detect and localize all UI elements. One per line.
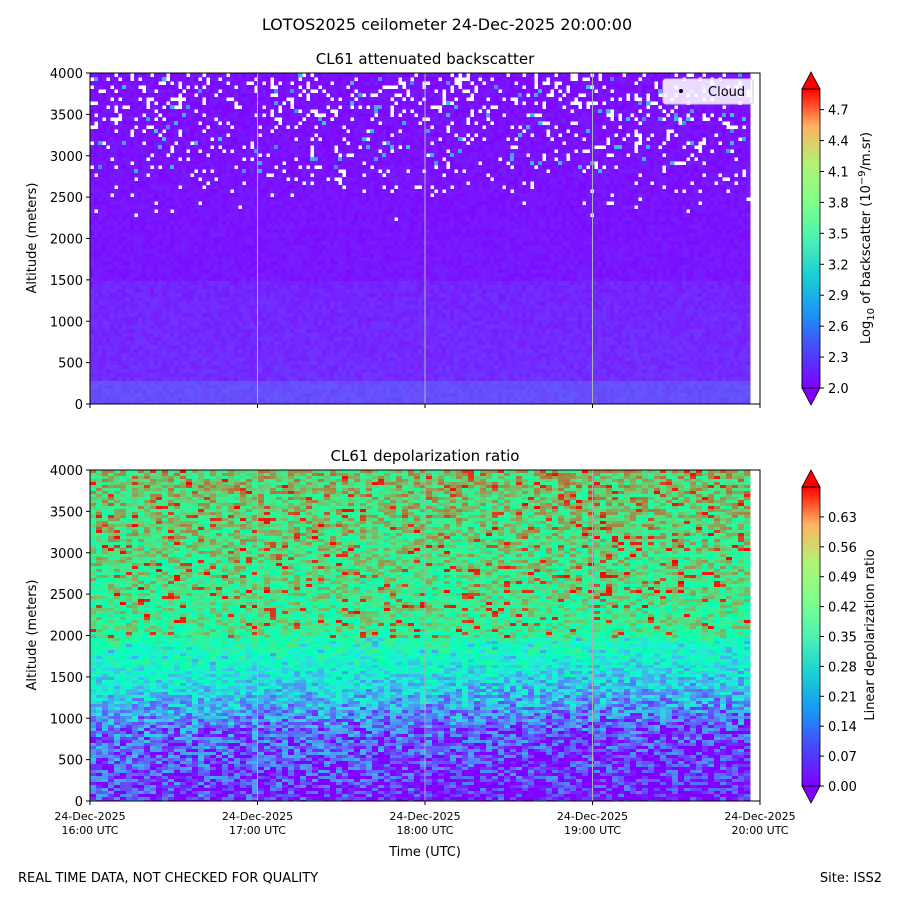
colorbar-tick-label: 0.42 bbox=[828, 601, 857, 616]
legend-cloud-label: Cloud bbox=[708, 85, 745, 100]
depolarization-colorbar-min-arrow bbox=[801, 785, 821, 804]
backscatter-gridlines bbox=[257, 73, 593, 404]
y-tick-label: 1500 bbox=[50, 274, 83, 289]
backscatter-colorbar bbox=[802, 89, 820, 388]
colorbar-tick-label: 0.00 bbox=[828, 780, 857, 795]
colorbar-tick-label: 2.3 bbox=[828, 351, 849, 366]
x-tick-time: 20:00 UTC bbox=[731, 824, 788, 837]
colorbar-tick-label: 3.8 bbox=[828, 196, 849, 211]
backscatter-colorbar-min-arrow bbox=[801, 387, 821, 406]
y-tick-label: 1000 bbox=[50, 315, 83, 330]
colorbar-tick-label: 0.28 bbox=[828, 660, 857, 675]
colorbar-tick-label: 0.35 bbox=[828, 631, 857, 646]
y-tick-label: 0 bbox=[75, 398, 83, 413]
colorbar-tick-label: 0.63 bbox=[828, 511, 857, 526]
x-tick-date: 24-Dec-2025 bbox=[222, 810, 293, 823]
colorbar-tick-label: 3.5 bbox=[828, 227, 849, 242]
y-tick-label: 0 bbox=[75, 795, 83, 810]
colorbar-tick-label: 4.7 bbox=[828, 104, 849, 119]
backscatter-y-label: Altitude (meters) bbox=[25, 183, 40, 294]
figure-title: LOTOS2025 ceilometer 24-Dec-2025 20:00:0… bbox=[262, 15, 632, 34]
depolarization-gridlines bbox=[257, 470, 593, 801]
site-label: Site: ISS2 bbox=[820, 871, 882, 886]
depolarization-panel: CL61 depolarization ratio 0 500 1000 1500 20… bbox=[25, 447, 878, 860]
y-tick-label: 500 bbox=[58, 754, 83, 769]
x-tick-time: 19:00 UTC bbox=[564, 824, 621, 837]
y-tick-label: 2500 bbox=[50, 191, 83, 206]
colorbar-tick-label: 3.2 bbox=[828, 258, 849, 273]
backscatter-y-ticks: 0 500 1000 1500 2000 2500 3000 3500 4000 bbox=[50, 67, 90, 413]
colorbar-tick-label: 0.14 bbox=[828, 720, 857, 735]
depolarization-y-label: Altitude (meters) bbox=[25, 580, 40, 691]
colorbar-tick-label: 2.0 bbox=[828, 382, 849, 397]
depolarization-colorbar bbox=[802, 487, 820, 786]
colorbar-tick-label: 4.4 bbox=[828, 135, 849, 150]
x-tick-date: 24-Dec-2025 bbox=[724, 810, 795, 823]
x-tick-time: 17:00 UTC bbox=[229, 824, 286, 837]
x-axis-label: Time (UTC) bbox=[388, 845, 461, 860]
depolarization-heatmap bbox=[90, 470, 760, 801]
colorbar-tick-label: 0.21 bbox=[828, 690, 857, 705]
y-tick-label: 2500 bbox=[50, 588, 83, 603]
y-tick-label: 2000 bbox=[50, 630, 83, 645]
x-tick-date: 24-Dec-2025 bbox=[389, 810, 460, 823]
colorbar-tick-label: 0.56 bbox=[828, 541, 857, 556]
colorbar-tick-label: 4.1 bbox=[828, 165, 849, 180]
colorbar-tick-label: 2.9 bbox=[828, 289, 849, 304]
y-tick-label: 3500 bbox=[50, 505, 83, 520]
depolarization-title: CL61 depolarization ratio bbox=[331, 447, 520, 465]
y-tick-label: 1500 bbox=[50, 671, 83, 686]
x-tick-date: 24-Dec-2025 bbox=[557, 810, 628, 823]
colorbar-tick-label: 2.6 bbox=[828, 320, 849, 335]
colorbar-tick-label: 0.49 bbox=[828, 571, 857, 586]
backscatter-panel: CL61 attenuated backscatter 0 500 1000 1500… bbox=[25, 50, 877, 413]
y-tick-label: 3000 bbox=[50, 547, 83, 562]
y-tick-label: 4000 bbox=[50, 464, 83, 479]
depolarization-colorbar-ticks: 0.00 0.07 0.14 0.21 0.28 0.35 0.42 0.49 0.56 0.63 bbox=[820, 511, 857, 795]
legend-box[interactable]: Cloud bbox=[662, 78, 754, 105]
backscatter-colorbar-ticks: 2.0 2.3 2.6 2.9 3.2 3.5 3.8 4.1 4.4 4.7 bbox=[820, 104, 849, 397]
y-tick-label: 1000 bbox=[50, 712, 83, 727]
backscatter-colorbar-max-arrow bbox=[801, 71, 821, 90]
legend-cloud-marker bbox=[679, 89, 683, 93]
x-tick-date: 24-Dec-2025 bbox=[54, 810, 125, 823]
depolarization-y-ticks: 0 500 1000 1500 2000 2500 3000 3500 4000 bbox=[50, 464, 90, 810]
y-tick-label: 2000 bbox=[50, 233, 83, 248]
y-tick-label: 4000 bbox=[50, 67, 83, 82]
x-tick-time: 16:00 UTC bbox=[61, 824, 118, 837]
y-tick-label: 500 bbox=[58, 357, 83, 372]
x-tick-time: 18:00 UTC bbox=[396, 824, 453, 837]
backscatter-x-ticks bbox=[89, 404, 761, 408]
backscatter-colorbar-label: Log10 of backscatter (10−9/m.sr) bbox=[857, 132, 877, 344]
y-tick-label: 3000 bbox=[50, 150, 83, 165]
depolarization-colorbar-label: Linear depolarization ratio bbox=[863, 549, 878, 720]
quality-notice: REAL TIME DATA, NOT CHECKED FOR QUALITY bbox=[18, 871, 318, 886]
y-tick-label: 3500 bbox=[50, 108, 83, 123]
colorbar-tick-label: 0.07 bbox=[828, 750, 857, 765]
depolarization-colorbar-max-arrow bbox=[801, 469, 821, 488]
backscatter-title: CL61 attenuated backscatter bbox=[316, 50, 535, 68]
